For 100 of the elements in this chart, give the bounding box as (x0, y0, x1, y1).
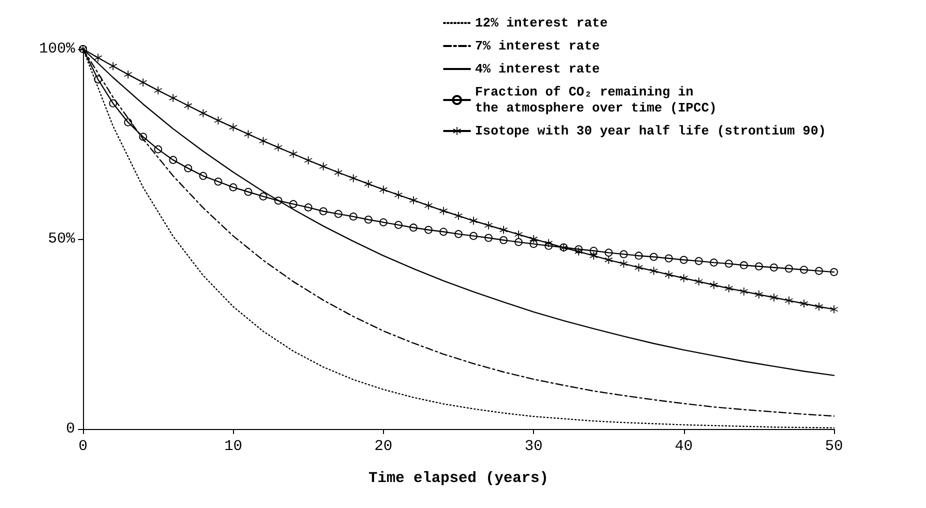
point (379, 186, 388, 194)
point (244, 188, 252, 196)
point (394, 220, 402, 229)
point (334, 210, 342, 218)
point (784, 264, 793, 273)
legend-label: 4% interest rate (475, 62, 600, 76)
point (169, 94, 178, 102)
point (710, 280, 718, 289)
point (169, 156, 178, 164)
point (409, 224, 418, 232)
point (229, 123, 238, 132)
point (830, 268, 838, 276)
point (830, 305, 838, 314)
point (724, 284, 733, 292)
point (574, 245, 583, 254)
point (349, 212, 358, 221)
point (439, 206, 448, 215)
point (409, 196, 418, 204)
x-tick-label: 50 (824, 438, 844, 455)
point (124, 118, 132, 126)
point (199, 109, 208, 118)
point (439, 228, 448, 236)
point (274, 196, 282, 205)
x-tick-label: 0 (78, 438, 88, 455)
point (394, 190, 402, 199)
point (634, 252, 643, 260)
point (364, 216, 372, 224)
legend-label: 7% interest rate (475, 38, 600, 54)
point (770, 294, 778, 302)
point (109, 62, 118, 70)
point (259, 192, 268, 200)
point (800, 266, 808, 274)
point (784, 296, 793, 305)
point (109, 99, 118, 108)
point (139, 132, 148, 141)
point (470, 216, 478, 225)
point (304, 203, 312, 212)
x-tick-label: 10 (224, 438, 242, 455)
point (710, 258, 718, 267)
point (500, 236, 508, 244)
point (334, 168, 342, 176)
point (634, 264, 643, 272)
point (304, 156, 312, 164)
point (514, 238, 523, 246)
x-axis-title: Time elapsed (years) (368, 470, 549, 487)
x-tick-label: 40 (674, 438, 693, 455)
point (530, 240, 538, 248)
point (664, 270, 673, 279)
point (694, 257, 703, 266)
point (754, 290, 763, 298)
legend-label: Fraction of CO₂ remaining in the atmosphere over time (IPCC) (475, 84, 717, 116)
point (94, 54, 102, 62)
point (544, 242, 553, 250)
point (199, 172, 208, 180)
point (664, 254, 673, 262)
point (814, 302, 823, 311)
point (754, 262, 763, 270)
point (424, 202, 432, 210)
point (154, 145, 162, 154)
x-tick-label: 30 (524, 438, 543, 455)
point (484, 234, 493, 242)
point (694, 278, 703, 286)
point (604, 248, 613, 257)
point (274, 143, 282, 152)
point (259, 136, 268, 145)
point (94, 75, 102, 84)
point (349, 174, 358, 182)
point (454, 230, 462, 238)
point (470, 232, 478, 240)
point (814, 266, 823, 275)
x-tick-label: 20 (374, 438, 392, 455)
point (514, 230, 523, 238)
point (289, 200, 298, 208)
point (454, 212, 462, 220)
point (800, 300, 808, 308)
point (650, 266, 658, 275)
point (604, 256, 613, 264)
point (680, 256, 688, 264)
point (650, 252, 658, 261)
point (680, 274, 688, 282)
legend-label: 12% interest rate (475, 16, 608, 30)
point (724, 260, 733, 268)
point (139, 78, 148, 86)
y-tick-label: 0 (66, 420, 75, 438)
point (124, 70, 132, 78)
point (740, 261, 748, 270)
point (484, 221, 493, 230)
point (770, 264, 778, 272)
y-tick-label: 50% (48, 230, 76, 248)
point (319, 162, 328, 170)
point (364, 180, 372, 188)
point (620, 250, 628, 258)
point (319, 207, 328, 216)
point (184, 164, 192, 172)
point (424, 226, 432, 234)
point (214, 178, 222, 186)
point (154, 86, 162, 94)
point (229, 183, 238, 192)
point (740, 287, 748, 296)
point (289, 150, 298, 158)
